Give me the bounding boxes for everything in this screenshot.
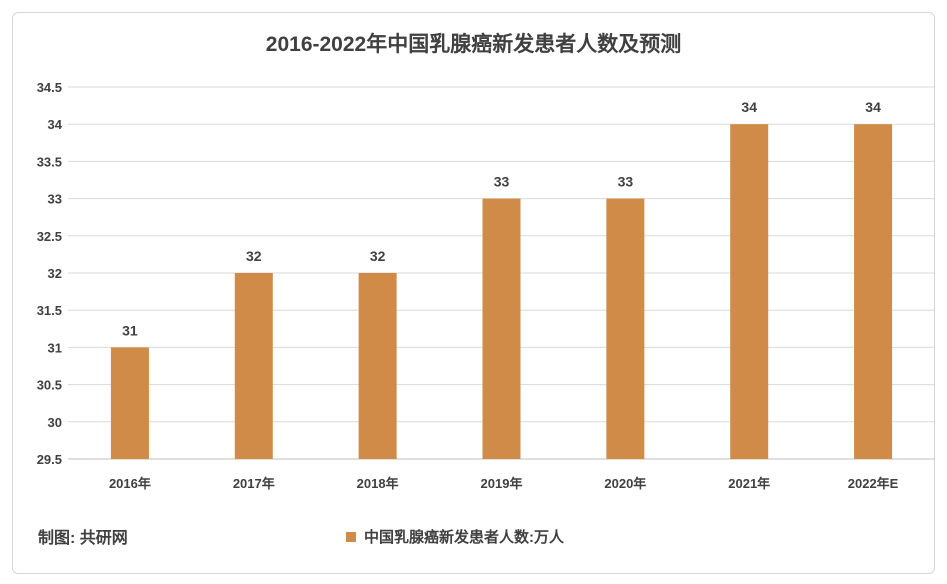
bar [606, 198, 645, 459]
x-tick-label: 2021年 [728, 476, 770, 491]
y-tick-label: 31 [48, 340, 62, 355]
legend-label: 中国乳腺癌新发患者人数:万人 [364, 529, 564, 546]
bar [110, 347, 149, 459]
y-tick-label: 30 [48, 415, 62, 430]
chart-frame [12, 12, 935, 574]
x-tick-label: 2019年 [481, 476, 523, 491]
data-label: 34 [865, 99, 881, 115]
x-tick-label: 2018年 [357, 476, 399, 491]
y-tick-label: 33.5 [37, 154, 62, 169]
bar [482, 198, 521, 459]
x-tick-label: 2016年 [109, 476, 151, 491]
x-tick-label: 2020年 [604, 476, 646, 491]
y-tick-label: 33 [48, 192, 62, 207]
data-label: 32 [246, 248, 262, 264]
data-label: 34 [741, 99, 757, 115]
bar [730, 124, 769, 459]
y-tick-label: 34.5 [37, 80, 62, 95]
data-label: 32 [370, 248, 386, 264]
y-tick-label: 31.5 [37, 303, 62, 318]
y-tick-label: 29.5 [37, 452, 62, 467]
x-tick-label: 2017年 [233, 476, 275, 491]
data-label: 33 [618, 174, 634, 190]
data-label: 31 [122, 322, 138, 338]
y-tick-label: 32.5 [37, 229, 62, 244]
source-label: 制图: 共研网 [38, 530, 128, 547]
bar [234, 273, 273, 459]
y-tick-label: 32 [48, 266, 62, 281]
legend-swatch [346, 531, 356, 542]
bar [854, 124, 893, 459]
x-tick-label: 2022年E [848, 476, 899, 491]
y-tick-label: 30.5 [37, 378, 62, 393]
data-label: 33 [494, 174, 510, 190]
chart-title: 2016-2022年中国乳腺癌新发患者人数及预测 [265, 33, 682, 56]
bar [358, 273, 397, 459]
legend: 中国乳腺癌新发患者人数:万人 [346, 526, 564, 547]
y-tick-label: 34 [48, 117, 63, 132]
